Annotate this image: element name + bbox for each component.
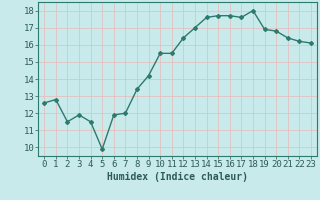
X-axis label: Humidex (Indice chaleur): Humidex (Indice chaleur): [107, 172, 248, 182]
